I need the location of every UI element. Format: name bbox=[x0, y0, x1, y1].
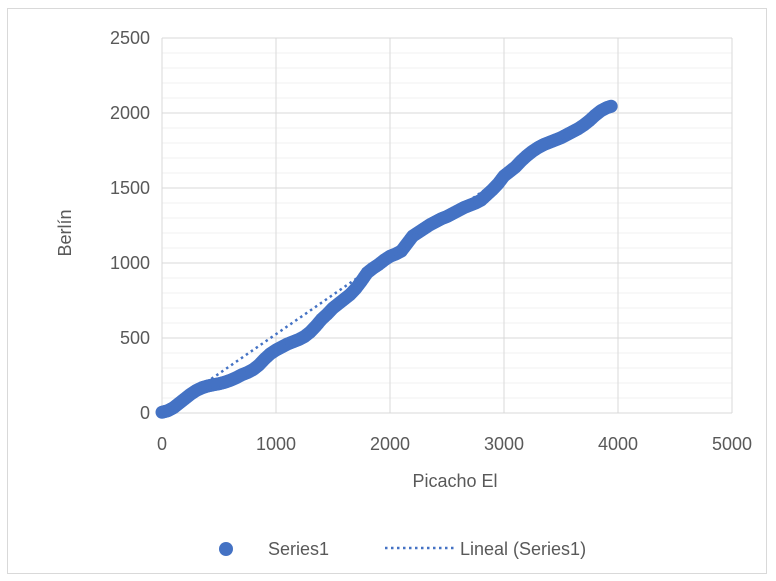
grid-lines bbox=[161, 37, 733, 414]
data-points bbox=[155, 99, 618, 419]
trendline bbox=[161, 101, 612, 415]
x-axis-title: Picacho El bbox=[412, 471, 497, 491]
y-tick-label: 2500 bbox=[110, 28, 150, 48]
y-axis-title: Berlín bbox=[55, 209, 75, 256]
y-tick-label: 1500 bbox=[110, 178, 150, 198]
scatter-chart: 0 500 1000 1500 2000 2500 0 1000 2000 3000 4000 50… bbox=[55, 28, 752, 559]
x-tick-label: 0 bbox=[157, 434, 167, 454]
trendline-layer bbox=[161, 101, 612, 415]
data-point bbox=[604, 99, 618, 113]
legend-series1-label: Series1 bbox=[268, 539, 329, 559]
x-tick-label: 1000 bbox=[256, 434, 296, 454]
y-tick-label: 1000 bbox=[110, 253, 150, 273]
x-tick-label: 5000 bbox=[712, 434, 752, 454]
x-tick-labels: 0 1000 2000 3000 4000 5000 bbox=[157, 434, 752, 454]
legend-series1-marker bbox=[219, 542, 233, 556]
y-tick-labels: 0 500 1000 1500 2000 2500 bbox=[110, 28, 150, 423]
x-tick-label: 4000 bbox=[598, 434, 638, 454]
x-tick-label: 3000 bbox=[484, 434, 524, 454]
y-tick-label: 2000 bbox=[110, 103, 150, 123]
legend: Series1 Lineal (Series1) bbox=[219, 539, 586, 559]
legend-trendline-label: Lineal (Series1) bbox=[460, 539, 586, 559]
chart-frame: 0 500 1000 1500 2000 2500 0 1000 2000 3000 4000 50… bbox=[7, 8, 767, 574]
y-tick-label: 500 bbox=[120, 328, 150, 348]
y-tick-label: 0 bbox=[140, 403, 150, 423]
x-tick-label: 2000 bbox=[370, 434, 410, 454]
